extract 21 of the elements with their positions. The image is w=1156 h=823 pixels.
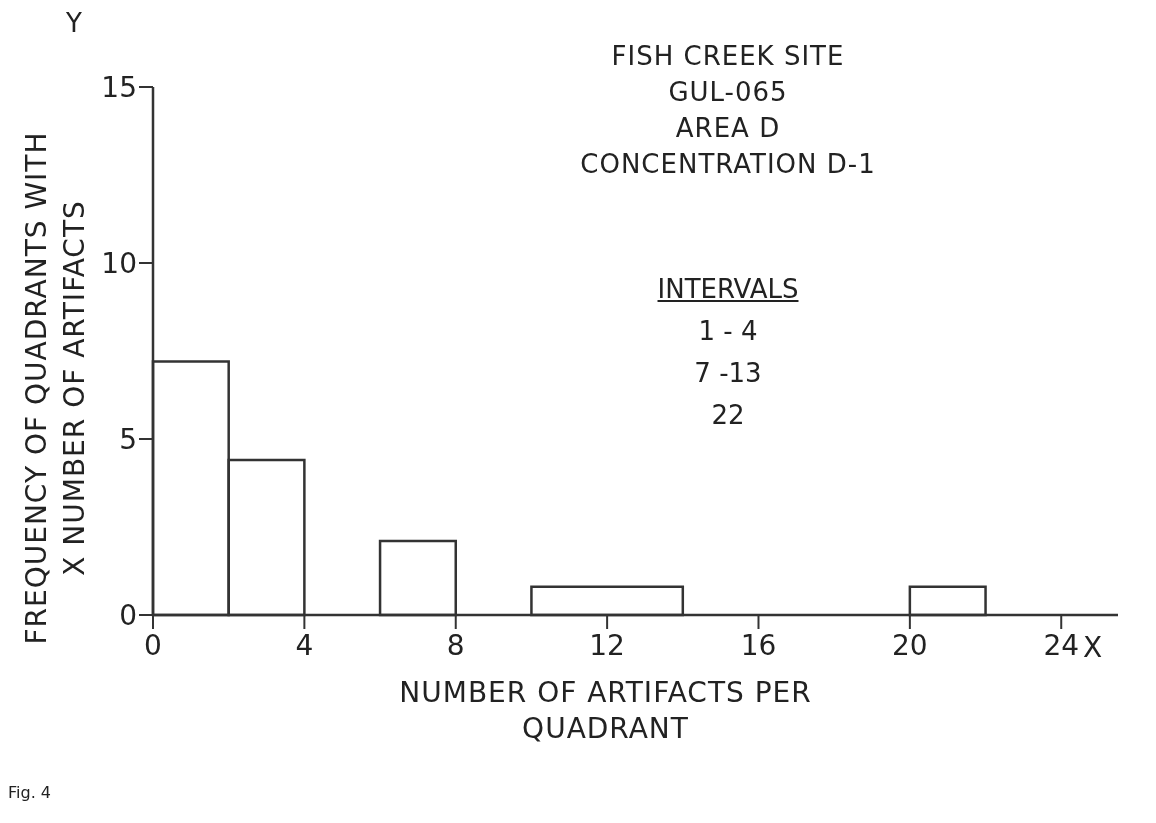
caption: Fig. 4	[8, 783, 51, 802]
x-tick-label: 20	[892, 628, 928, 662]
y-tick-label: 15	[101, 70, 137, 104]
x-tick-label: 24	[1043, 628, 1080, 662]
x-tick-label: 4	[295, 628, 314, 662]
x-tick-label: 8	[446, 628, 465, 662]
annotation: INTERVALS	[656, 273, 800, 306]
x-tick-label: 0	[144, 628, 162, 662]
chart-title: FISH CREEK SITE GUL-065 AREA D CONCENTRATION D-1	[579, 40, 877, 181]
y-tick-label: 0	[119, 598, 137, 632]
text: Y	[66, 8, 82, 38]
y-tick-label: 5	[119, 422, 137, 456]
text: X	[1083, 631, 1103, 664]
annotation: 22	[710, 399, 746, 432]
y-axis-title: FREQUENCY OF QUADRANTS WITH X NUMBER OF ARTIFACTS	[19, 130, 92, 647]
x-tick-label: 12	[589, 628, 625, 662]
x-tick-label: 16	[740, 628, 777, 662]
x-axis-title: NUMBER OF ARTIFACTS PER QUADRANT	[398, 675, 813, 747]
y-tick-label: 10	[101, 246, 137, 280]
annotation: 7 -13	[693, 357, 763, 390]
annotation: 1 - 4	[697, 315, 759, 348]
